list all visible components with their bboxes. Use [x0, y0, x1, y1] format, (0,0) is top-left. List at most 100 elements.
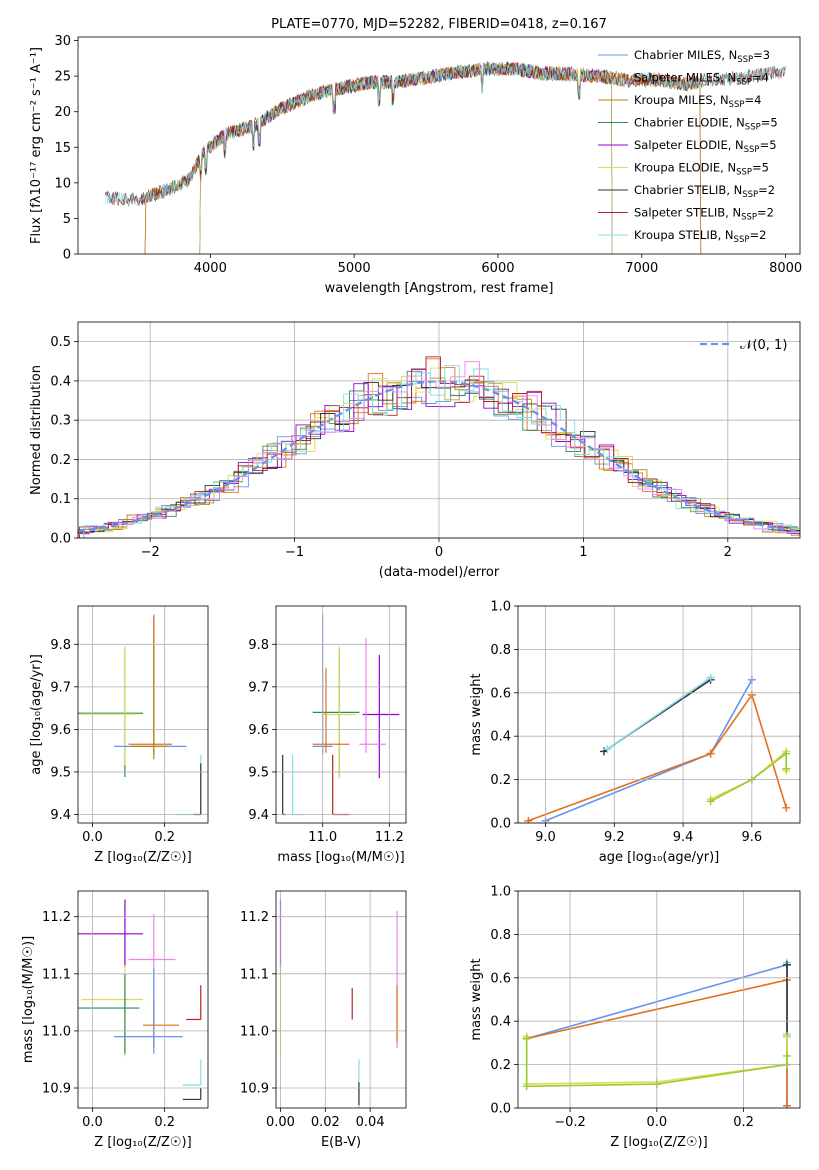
legend-label: Salpeter MILES, NSSP=4 — [634, 71, 769, 88]
y-axis-label: Flux [fλ10⁻¹⁷ erg cm⁻² s⁻¹ A⁻¹] — [29, 47, 44, 244]
y-tick-label: 0.0 — [490, 1102, 511, 1117]
plus-marker — [782, 1032, 791, 1041]
x-tick-label: −0.2 — [554, 1115, 586, 1130]
plus-marker — [706, 749, 715, 758]
axes-frame — [77, 36, 801, 255]
y-tick-label: 9.4 — [50, 808, 71, 823]
axes-EBV_vs_mass: 0.00 0.02 0.04 10.9 11.0 11.1 11.2 E(B-V) — [240, 890, 407, 1150]
y-tick-label: 10.9 — [240, 1082, 269, 1097]
error-bar-point — [143, 996, 180, 1049]
plus-marker — [782, 1101, 791, 1108]
error-bar-point — [132, 640, 169, 760]
y-axis-label: mass weight — [469, 958, 484, 1040]
legend-subscript: SSP — [744, 145, 760, 155]
error-bar-point — [362, 654, 400, 779]
x-tick-label: 9.0 — [535, 830, 556, 845]
error-bar-point — [128, 616, 172, 753]
legend-subscript: SSP — [741, 213, 757, 223]
error-bar-point — [175, 754, 202, 816]
plus-marker — [706, 673, 715, 682]
x-tick-label: 0.2 — [733, 1115, 754, 1130]
legend-subscript: SSP — [736, 78, 752, 88]
y-tick-label: 11.2 — [42, 910, 71, 925]
plot-area — [279, 899, 398, 1108]
error-bar-point — [193, 763, 202, 816]
error-bar-point — [322, 646, 356, 779]
axes-frame — [517, 605, 801, 824]
plot-area — [78, 899, 202, 1101]
residual-histogram — [78, 358, 800, 538]
x-tick-label: 11.2 — [375, 830, 404, 845]
plus-marker — [782, 749, 791, 758]
x-tick-label: 5000 — [338, 261, 371, 276]
x-tick-label: 0.04 — [356, 1115, 385, 1130]
x-tick-label: −1 — [285, 545, 304, 560]
y-tick-label: 1.0 — [490, 600, 511, 615]
x-tick-label: 0.0 — [82, 830, 103, 845]
x-tick-label: 0.00 — [266, 1115, 295, 1130]
x-tick-label: 6000 — [481, 261, 514, 276]
x-axis-label: wavelength [Angstrom, rest frame] — [325, 281, 554, 296]
x-tick-label: −2 — [141, 545, 160, 560]
y-tick-label: 9.4 — [248, 808, 269, 823]
spectrum-line — [198, 62, 613, 254]
x-tick-label: 0.0 — [82, 1115, 103, 1130]
x-tick-label: 0.02 — [311, 1115, 340, 1130]
legend-label: Kroupa MILES, NSSP=4 — [634, 93, 761, 110]
y-tick-label: 30 — [54, 34, 71, 49]
x-tick-label: 0.2 — [154, 1115, 175, 1130]
axes-frame — [275, 890, 407, 1109]
chart-title: PLATE=0770, MJD=52282, FIBERID=0418, z=0… — [271, 17, 607, 32]
y-tick-label: 9.6 — [50, 723, 71, 738]
plus-marker — [524, 816, 533, 823]
y-tick-label: 0.5 — [50, 335, 71, 350]
residual-histogram — [83, 365, 800, 538]
plus-marker — [522, 1082, 531, 1091]
y-tick-label: 0.0 — [490, 817, 511, 832]
y-tick-label: 5 — [63, 212, 71, 227]
legend-subscript: SSP — [729, 100, 745, 110]
residual-histogram — [78, 356, 800, 538]
weight-line — [606, 676, 712, 750]
y-axis-label: age [log₁₀(age/yr)] — [29, 654, 44, 775]
plot-area — [104, 60, 786, 254]
spectrum-line — [104, 61, 786, 207]
error-bar-point — [78, 899, 143, 969]
legend-value: =5 — [760, 138, 777, 152]
x-tick-label: 0 — [435, 545, 443, 560]
y-tick-label: 11.0 — [42, 1024, 71, 1039]
legend-value: =5 — [752, 161, 769, 175]
error-bar-point — [182, 1059, 202, 1086]
legend-label: Kroupa ELODIE, NSSP=5 — [634, 161, 769, 178]
y-axis-label: mass weight — [469, 673, 484, 755]
plus-marker — [782, 803, 791, 812]
legend-subscript: SSP — [736, 168, 752, 178]
plus-marker — [782, 764, 791, 773]
y-tick-label: 0.4 — [50, 374, 71, 389]
y-tick-label: 0.8 — [490, 643, 511, 658]
x-axis-label: (data-model)/error — [379, 565, 500, 580]
error-bar-point — [78, 973, 140, 1054]
y-tick-label: 9.7 — [50, 680, 71, 695]
plus-marker — [522, 1034, 531, 1043]
y-tick-label: 11.1 — [240, 967, 269, 982]
y-tick-label: 10 — [54, 176, 71, 191]
error-bar-point — [78, 649, 143, 778]
error-bar-point — [81, 965, 143, 1057]
axes-Z_vs_mass: 0.0 0.2 10.9 11.0 11.1 11.2 Z [log₁₀(Z/Z☉)] mas… — [21, 890, 209, 1150]
x-axis-label: age [log₁₀(age/yr)] — [599, 850, 720, 865]
x-tick-label: 9.4 — [673, 830, 694, 845]
x-axis-label: Z [log₁₀(Z/Z☉)] — [610, 1135, 707, 1150]
axes-mass_vs_age: 11.0 11.2 9.4 9.5 9.6 9.7 9.8 mass [log₁₀(M/M☉)… — [248, 605, 407, 865]
y-tick-label: 15 — [54, 141, 71, 156]
weight-line — [528, 693, 787, 822]
legend-subscript: SSP — [734, 235, 750, 245]
legend-label: 𝒩(0, 1) — [740, 338, 787, 353]
error-bar-point — [292, 754, 303, 816]
plus-marker — [706, 797, 715, 806]
y-tick-label: 0.2 — [490, 773, 511, 788]
y-tick-label: 0.8 — [490, 928, 511, 943]
y-tick-label: 0.6 — [490, 686, 511, 701]
x-axis-label: Z [log₁₀(Z/Z☉)] — [94, 850, 191, 865]
x-tick-label: 2 — [724, 545, 732, 560]
